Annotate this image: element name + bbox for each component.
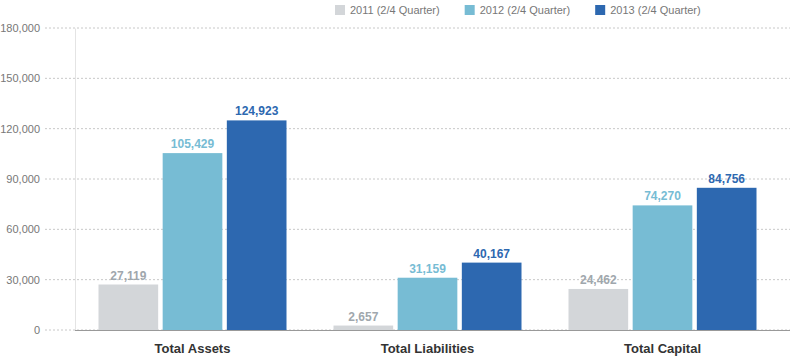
bars [99, 120, 757, 330]
y-tick-label: 120,000 [0, 123, 40, 135]
legend-item: 2011 (2/4 Quarter) [335, 4, 440, 16]
y-tick: 0 [34, 324, 75, 336]
data-labels: 27,119 2,657 24,462 105,429 31,159 74,270 124,… [110, 104, 745, 323]
x-axis: Total Assets Total Liabilities Total Capit… [75, 330, 790, 356]
y-axis-line [75, 29, 76, 331]
y-tick-label: 150,000 [0, 72, 40, 84]
data-label: 27,119 [110, 269, 146, 283]
x-tick: Total Liabilities [381, 330, 475, 356]
y-tick-label: 60,000 [6, 223, 40, 235]
legend-item: 2012 (2/4 Quarter) [465, 4, 571, 16]
legend-swatch [595, 5, 605, 15]
x-tick-label: Total Assets [155, 341, 231, 356]
y-tick: 30,000 [6, 274, 75, 286]
x-tick-label: Total Capital [624, 341, 701, 356]
data-label: 74,270 [644, 189, 681, 203]
y-tick: 120,000 [0, 123, 75, 135]
bar [697, 188, 757, 330]
grid-line [45, 78, 790, 79]
chart: 0 30,000 60,000 90,000 120,000 150,000 180,000… [0, 0, 800, 360]
grid-line [45, 28, 790, 29]
legend-swatch [335, 5, 345, 15]
legend: 2011 (2/4 Quarter) 2012 (2/4 Quarter) 2013… [335, 4, 701, 16]
x-tick-label: Total Liabilities [381, 341, 475, 356]
x-axis-line [75, 330, 790, 331]
plot-area: 0 30,000 60,000 90,000 120,000 150,000 180,000… [0, 22, 790, 356]
bar [633, 205, 693, 330]
y-tick: 60,000 [6, 223, 75, 235]
y-tick-label: 0 [34, 324, 40, 336]
grid-line [45, 128, 790, 129]
grid [45, 28, 790, 330]
data-label: 40,167 [473, 247, 510, 261]
bar [569, 289, 629, 330]
legend-item: 2013 (2/4 Quarter) [595, 4, 701, 16]
legend-swatch [465, 5, 475, 15]
legend-label: 2011 (2/4 Quarter) [350, 4, 440, 16]
x-tick: Total Assets [155, 330, 231, 356]
y-tick: 90,000 [6, 173, 75, 185]
grid-line [45, 179, 790, 180]
data-label: 105,429 [171, 137, 215, 151]
bar [99, 285, 159, 330]
y-tick: 150,000 [0, 72, 75, 84]
data-label: 24,462 [580, 273, 617, 287]
bar [334, 326, 394, 330]
data-label: 124,923 [235, 104, 279, 118]
bar [227, 120, 287, 330]
y-axis: 0 30,000 60,000 90,000 120,000 150,000 180,000 [0, 22, 75, 336]
y-tick-label: 90,000 [6, 173, 40, 185]
data-label: 31,159 [409, 262, 446, 276]
data-label: 2,657 [348, 310, 378, 324]
bar [462, 263, 522, 330]
legend-label: 2012 (2/4 Quarter) [480, 4, 571, 16]
y-tick-label: 180,000 [0, 22, 40, 34]
bar [398, 278, 458, 330]
y-tick-label: 30,000 [6, 274, 40, 286]
data-label: 84,756 [708, 172, 745, 186]
y-tick: 180,000 [0, 22, 75, 34]
legend-label: 2013 (2/4 Quarter) [610, 4, 701, 16]
x-tick: Total Capital [624, 330, 701, 356]
bar [163, 153, 223, 330]
